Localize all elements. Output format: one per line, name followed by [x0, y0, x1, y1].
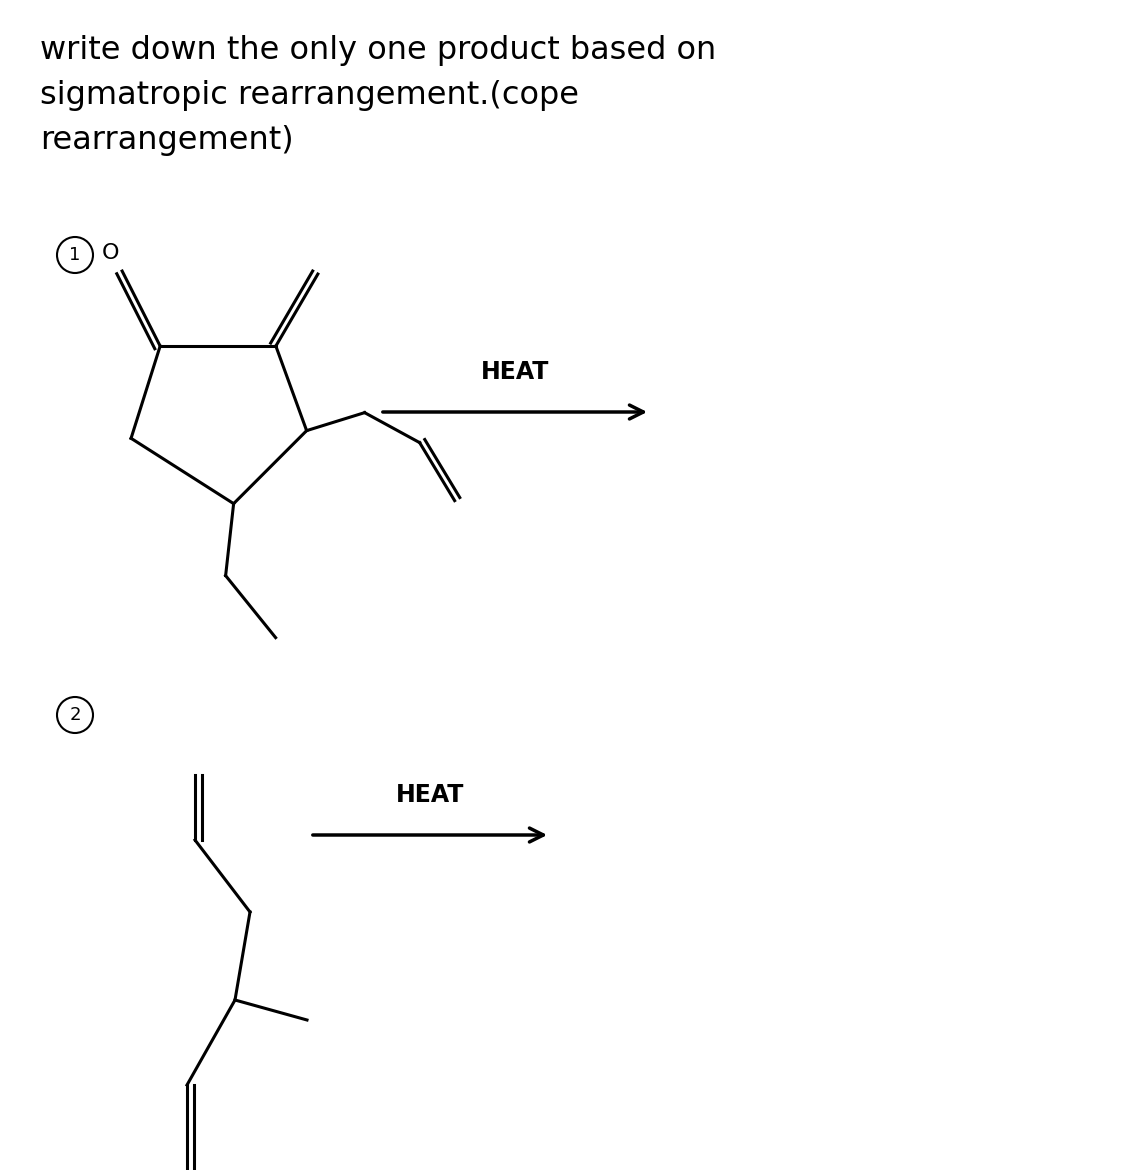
Text: sigmatropic rearrangement.(cope: sigmatropic rearrangement.(cope: [40, 80, 579, 111]
Text: rearrangement): rearrangement): [40, 125, 294, 156]
Text: write down the only one product based on: write down the only one product based on: [40, 35, 717, 66]
Text: HEAT: HEAT: [480, 360, 549, 384]
Text: 1: 1: [70, 246, 81, 264]
Text: 2: 2: [70, 706, 81, 724]
Text: HEAT: HEAT: [396, 783, 465, 807]
Text: O: O: [101, 243, 119, 263]
